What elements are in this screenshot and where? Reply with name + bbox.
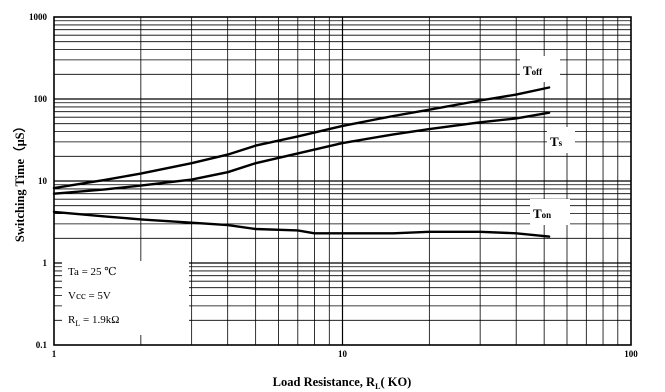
y-tick-label: 10: [38, 176, 48, 186]
series-label-sub: s: [559, 138, 563, 148]
series-line-ton: [52, 210, 551, 238]
series-label-sub: on: [542, 210, 552, 220]
y-tick-label: 1000: [29, 12, 48, 22]
condition-main: Vcc = 5V: [68, 290, 111, 302]
y-tick-label: 100: [34, 94, 48, 104]
x-tick-label: 10: [338, 349, 348, 359]
series-label-bg: [547, 127, 575, 153]
condition-main: Ta = 25 ℃: [68, 266, 117, 278]
series-label-main: T: [533, 206, 542, 221]
x-axis-label-main: Load Resistance, R: [273, 375, 376, 389]
series-label-bg: [520, 56, 560, 82]
conditions-box-bg: [62, 261, 189, 335]
y-tick-label: 1: [43, 258, 48, 268]
series-label-main: T: [550, 134, 559, 149]
tick-labels: 1 10 100 0.1 1 10 100 1000: [29, 12, 638, 359]
series-label-bg: [530, 199, 570, 225]
condition-sub: L: [75, 319, 80, 328]
y-axis-label: Switching Time（μS）: [12, 120, 27, 242]
condition-line: Ta = 25 ℃: [68, 266, 117, 278]
x-axis-label: Load Resistance, RL( KΟ): [273, 375, 412, 391]
series-label-toff: Toff: [523, 63, 543, 78]
series-label-ton: Ton: [533, 206, 551, 221]
condition-main: R: [68, 314, 76, 326]
series-label-main: T: [523, 63, 532, 78]
y-tick-label: 0.1: [36, 340, 48, 350]
plot-frame: [53, 16, 632, 346]
x-axis-label-sub: L: [375, 382, 380, 391]
series-label-ts: Ts: [550, 134, 563, 149]
series-label-sub: off: [532, 67, 543, 77]
grid: [53, 16, 632, 346]
series-line-toff: [52, 86, 551, 190]
condition-tail: = 1.9kΩ: [80, 314, 119, 326]
conditions-box: Ta = 25 ℃ Vcc = 5V RL = 1.9kΩ: [62, 261, 189, 335]
x-tick-label: 100: [624, 349, 638, 359]
x-tick-label: 1: [52, 349, 57, 359]
x-axis-label-unit: ( KΟ): [380, 375, 411, 389]
series-lines: [52, 86, 551, 238]
condition-line: Vcc = 5V: [68, 290, 111, 302]
condition-line: RL = 1.9kΩ: [68, 314, 119, 328]
series-line-ts: [52, 111, 551, 195]
